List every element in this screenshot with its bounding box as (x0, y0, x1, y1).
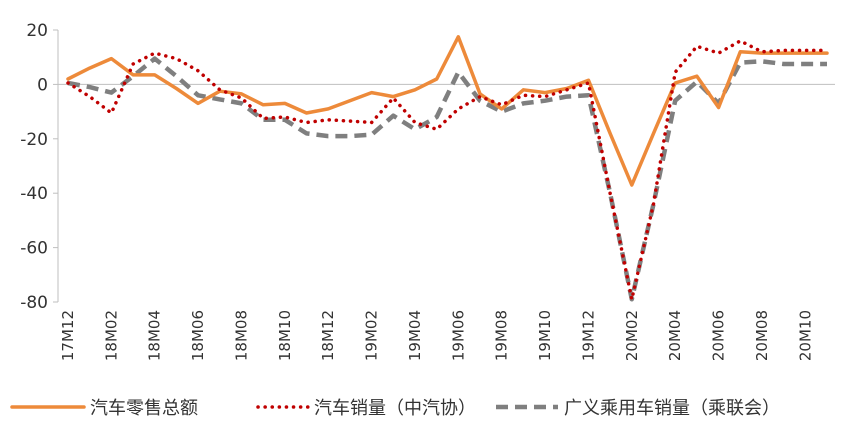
x-tick-label: 19M02 (363, 310, 381, 361)
axes (57, 30, 835, 302)
x-tick-label: 19M06 (449, 310, 467, 361)
legend-label: 汽车销量（中汽协） (314, 398, 476, 419)
legend-label: 广义乘用车销量（乘联会） (564, 398, 780, 419)
y-tick-label: 20 (26, 21, 48, 41)
x-tick-label: 20M08 (753, 310, 771, 361)
series-line-1 (66, 39, 829, 302)
y-tick-labels: 20 0 -20 -40 -60 -80 (20, 21, 58, 313)
x-tick-label: 18M10 (276, 310, 294, 361)
x-tick-label: 19M12 (579, 310, 597, 361)
legend-label: 汽车零售总额 (90, 398, 198, 419)
x-tick-labels: 17M12 18M02 18M04 18M06 18M08 18M10 18M12 19M02… (59, 310, 814, 361)
x-tick-label: 20M04 (666, 310, 684, 361)
x-tick-label: 19M08 (493, 310, 511, 361)
series-line-0 (66, 35, 829, 187)
x-tick-label: 20M02 (623, 310, 641, 361)
x-tick-label: 18M08 (232, 310, 250, 361)
x-tick-label: 19M10 (536, 310, 554, 361)
x-tick-label: 20M06 (710, 310, 728, 361)
y-tick-label: -60 (20, 239, 48, 259)
x-tick-label: 20M10 (796, 310, 814, 361)
y-tick-label: -20 (20, 130, 48, 150)
x-tick-label: 18M02 (102, 310, 120, 361)
y-tick-label: 0 (37, 75, 48, 95)
legend: 汽车零售总额 汽车销量（中汽协） 广义乘用车销量（乘联会） (10, 398, 780, 419)
series-line-2 (67, 56, 827, 302)
x-tick-label: 19M04 (406, 310, 424, 361)
y-tick-label: -40 (20, 184, 48, 204)
x-tick-label: 17M12 (59, 310, 77, 361)
x-tick-label: 18M12 (319, 310, 337, 361)
series-lines (66, 35, 829, 302)
x-tick-label: 18M04 (146, 310, 164, 361)
x-tick-label: 18M06 (189, 310, 207, 361)
y-tick-label: -80 (20, 293, 48, 313)
